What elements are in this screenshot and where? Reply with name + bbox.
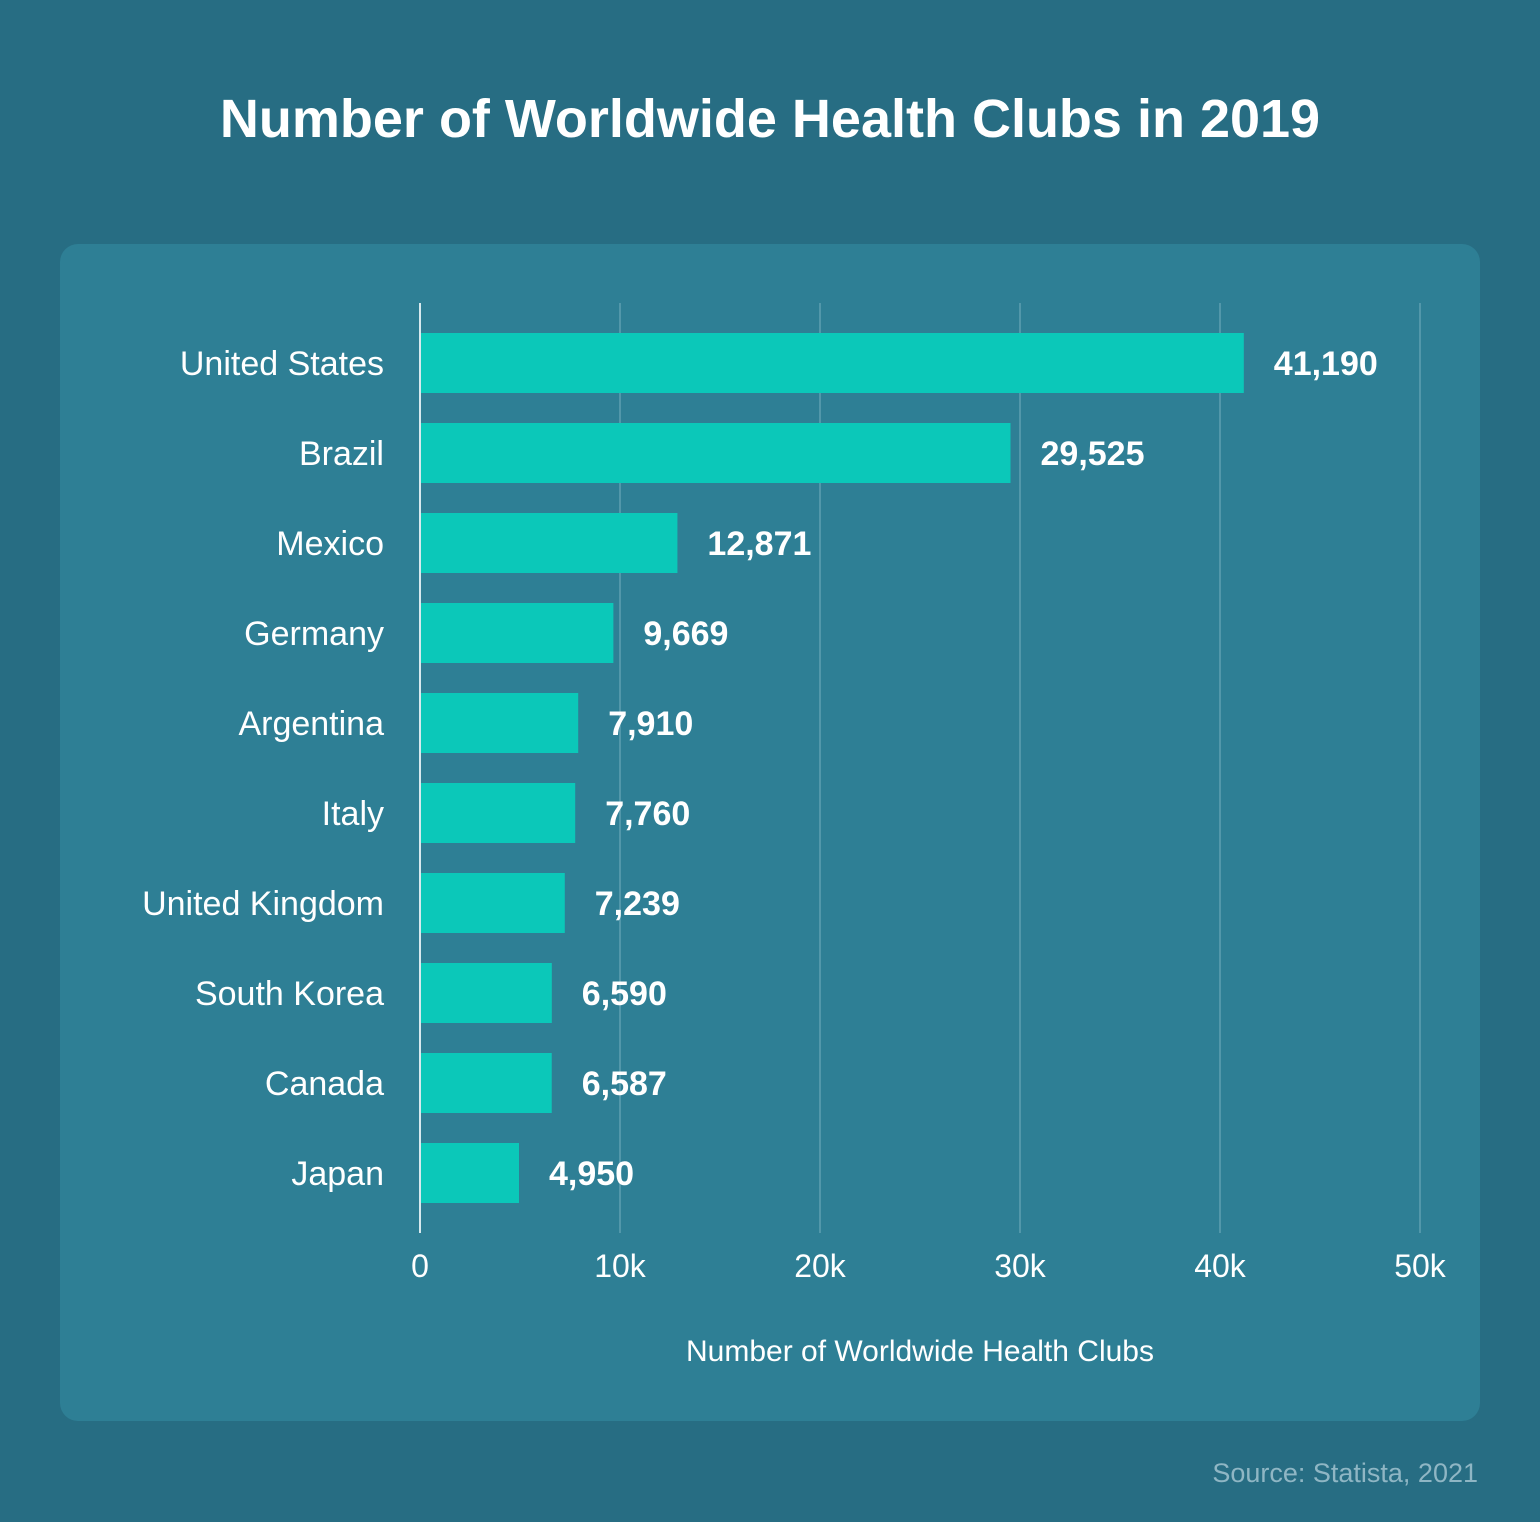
value-label: 12,871 (707, 525, 811, 563)
category-label: Japan (291, 1155, 384, 1193)
value-label: 41,190 (1274, 345, 1378, 383)
category-label: Italy (322, 795, 384, 833)
category-label: Canada (265, 1065, 384, 1103)
bar (420, 603, 614, 663)
category-label: South Korea (195, 975, 384, 1013)
x-tick-label: 50k (1394, 1248, 1447, 1284)
value-label: 7,910 (608, 705, 693, 743)
category-label: Germany (244, 615, 384, 653)
x-axis-title: Number of Worldwide Health Clubs (686, 1335, 1154, 1368)
x-tick-label: 10k (594, 1248, 647, 1284)
bar (420, 963, 552, 1023)
category-label: Argentina (238, 705, 384, 743)
bar (420, 693, 579, 753)
bar (420, 1143, 519, 1203)
value-label: 6,590 (582, 975, 667, 1013)
value-label: 7,760 (605, 795, 690, 833)
bar (420, 423, 1011, 483)
value-label: 4,950 (549, 1155, 634, 1193)
value-label: 6,587 (582, 1065, 667, 1103)
bar (420, 873, 565, 933)
category-label: United Kingdom (142, 885, 384, 923)
value-label: 7,239 (595, 885, 680, 923)
x-tick-label: 20k (794, 1248, 847, 1284)
value-label: 9,669 (643, 615, 728, 653)
source-note: Source: Statista, 2021 (1212, 1458, 1478, 1488)
bar (420, 783, 576, 843)
bar (420, 333, 1244, 393)
x-tick-label: 40k (1194, 1248, 1247, 1284)
chart-title: Number of Worldwide Health Clubs in 2019 (219, 89, 1321, 149)
bar (420, 513, 678, 573)
bar (420, 1053, 552, 1113)
x-tick-label: 0 (411, 1248, 429, 1284)
category-label: Brazil (299, 435, 384, 473)
category-label: Mexico (276, 525, 384, 563)
value-label: 29,525 (1041, 435, 1145, 473)
x-tick-label: 30k (994, 1248, 1047, 1284)
category-label: United States (180, 345, 384, 383)
